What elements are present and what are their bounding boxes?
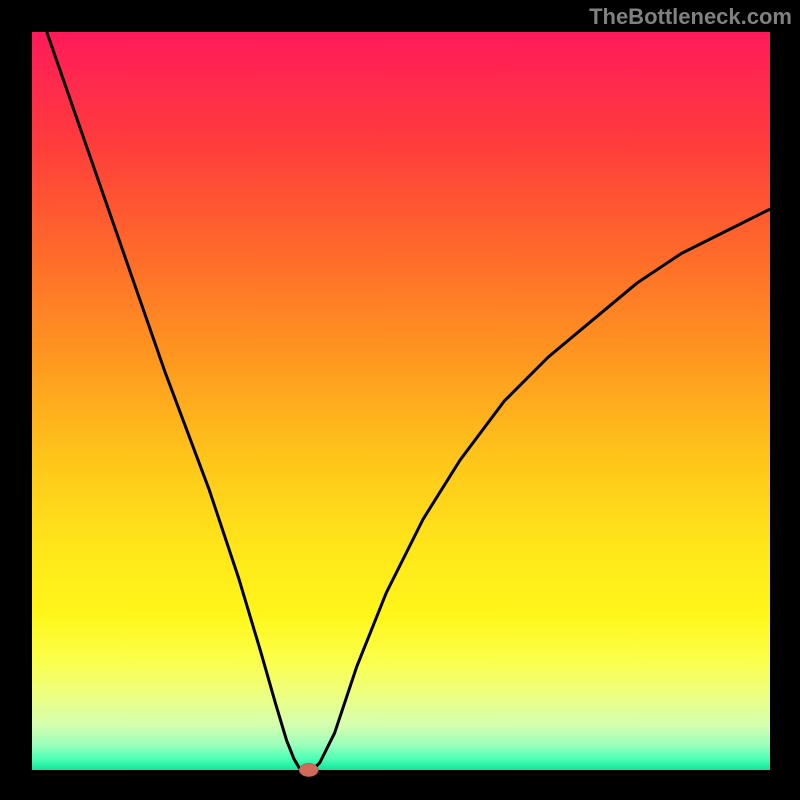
- optimum-marker: [299, 763, 318, 776]
- bottleneck-curve: [32, 32, 770, 770]
- chart-container: TheBottleneck.com: [0, 0, 800, 800]
- source-watermark: TheBottleneck.com: [589, 4, 792, 30]
- plot-area: [32, 32, 770, 770]
